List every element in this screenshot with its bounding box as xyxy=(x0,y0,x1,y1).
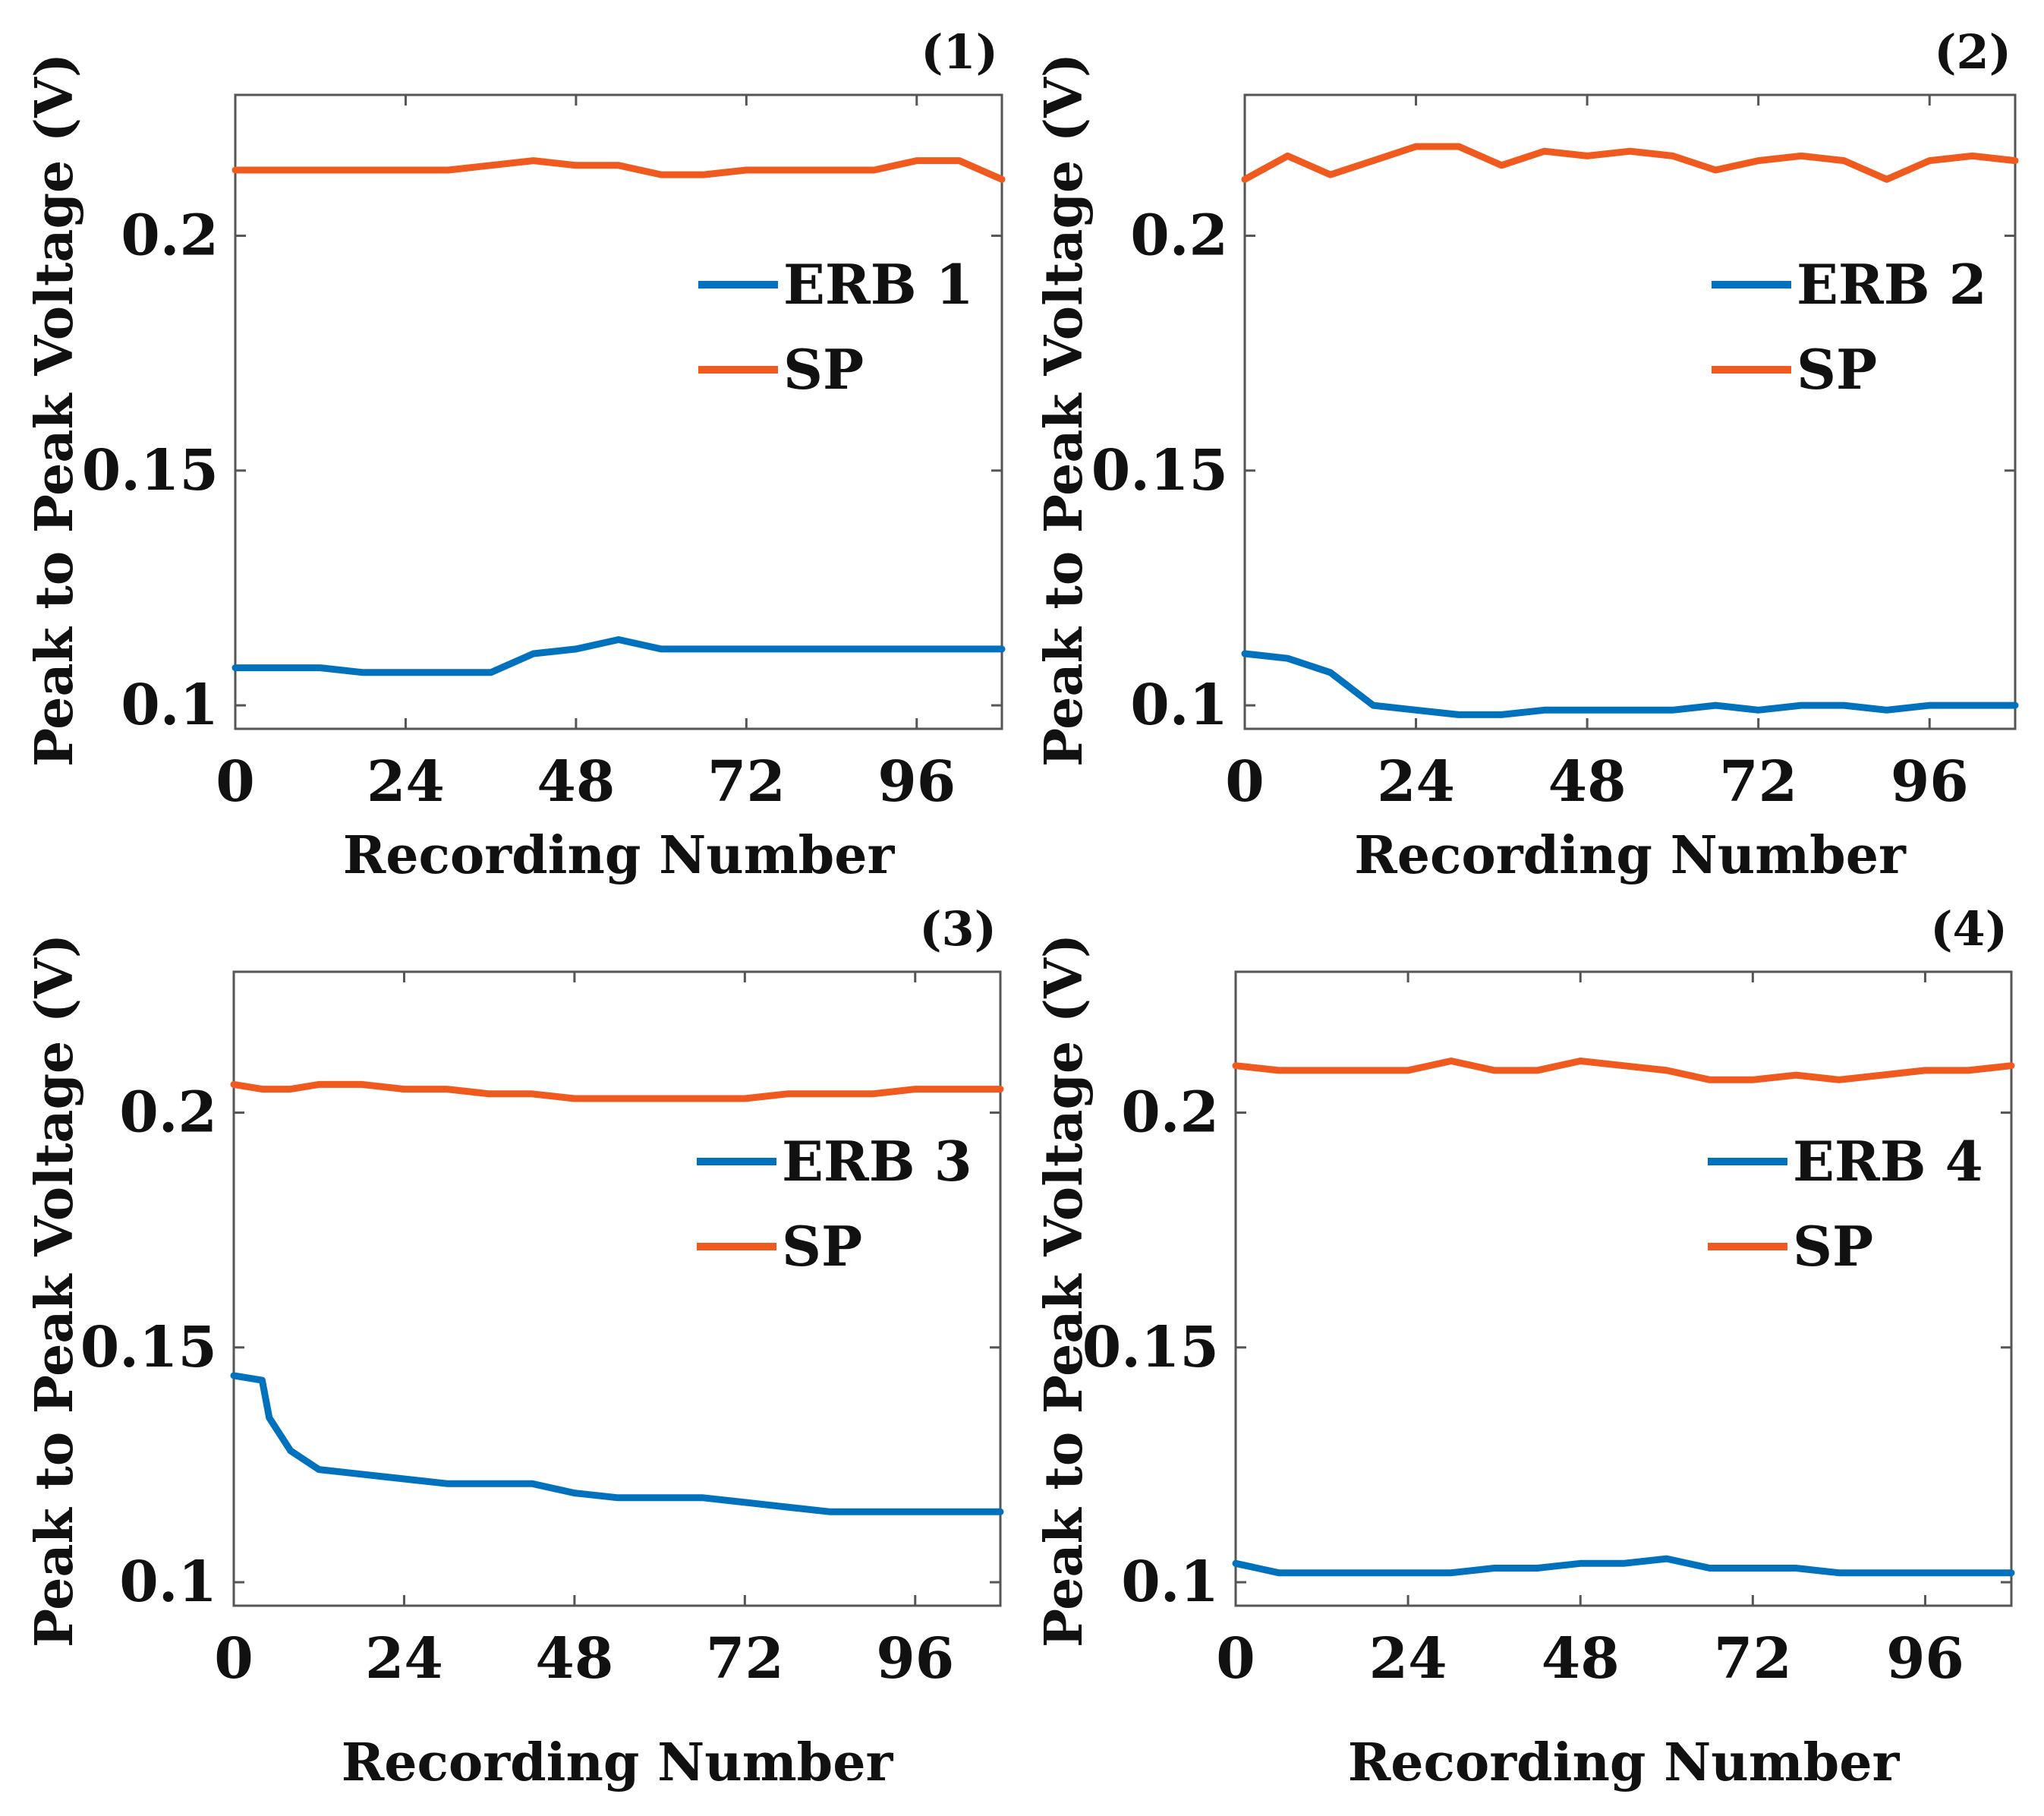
x-tick-label: 96 xyxy=(877,749,956,815)
y-tick-label: 0.2 xyxy=(121,203,219,269)
x-tick-label: 72 xyxy=(1714,1626,1792,1691)
x-tick-label: 24 xyxy=(365,1626,443,1691)
legend-label: SP xyxy=(1793,1214,1873,1278)
y-tick-label: 0.2 xyxy=(119,1080,217,1146)
series-line-erb xyxy=(1241,650,2019,718)
x-axis-label: Recording Number xyxy=(343,825,896,886)
y-tick-label: 0.15 xyxy=(80,1315,217,1380)
series-line-sp xyxy=(1241,143,2019,183)
x-tick-label: 24 xyxy=(367,749,445,815)
y-axis-label: Peak to Peak Voltage (V) xyxy=(1034,53,1094,767)
series-line-sp xyxy=(231,157,1006,183)
x-tick-label: 72 xyxy=(707,749,786,815)
y-tick-label: 0.15 xyxy=(1091,438,1228,503)
x-tick-label: 72 xyxy=(706,1626,784,1691)
x-axis-label: Recording Number xyxy=(1354,825,1907,886)
y-tick-label: 0.2 xyxy=(1121,1080,1219,1146)
plot-area xyxy=(1243,93,2017,730)
y-tick-label: 0.2 xyxy=(1130,203,1228,269)
series-line-erb xyxy=(1232,1555,2015,1577)
y-tick-label: 0.1 xyxy=(1121,1550,1219,1615)
x-tick-label: 72 xyxy=(1719,749,1797,815)
y-axis-label: Peak to Peak Voltage (V) xyxy=(24,53,85,767)
legend-label: SP xyxy=(782,1214,862,1278)
legend-label: SP xyxy=(1797,337,1877,402)
series-line-erb xyxy=(231,636,1006,676)
y-tick-label: 0.1 xyxy=(121,673,219,738)
legend-label: ERB 1 xyxy=(783,252,974,317)
x-tick-label: 24 xyxy=(1369,1626,1447,1691)
y-tick-label: 0.15 xyxy=(1082,1315,1219,1380)
x-tick-label: 48 xyxy=(1542,1626,1620,1691)
chart-panel-3: 0 24 48 72 96 0.1 0.15 0.2 ERB 3 SP (3) Recording N… xyxy=(24,901,1004,1793)
plot-area xyxy=(234,93,1003,730)
y-tick-label: 0.1 xyxy=(119,1550,217,1615)
x-tick-label: 48 xyxy=(1548,749,1627,815)
x-tick-label: 96 xyxy=(876,1626,954,1691)
x-tick-label: 0 xyxy=(214,1626,254,1691)
x-tick-label: 48 xyxy=(537,749,615,815)
y-axis-label: Peak to Peak Voltage (V) xyxy=(24,934,85,1647)
x-axis-label: Recording Number xyxy=(342,1732,894,1793)
series-line-sp xyxy=(1232,1058,2015,1083)
series-line-erb xyxy=(230,1372,1004,1515)
y-tick-label: 0.15 xyxy=(82,438,219,503)
x-axis-label: Recording Number xyxy=(1348,1732,1901,1793)
x-tick-label: 24 xyxy=(1377,749,1455,815)
x-tick-label: 48 xyxy=(535,1626,613,1691)
x-tick-label: 96 xyxy=(1891,749,1969,815)
y-tick-label: 0.1 xyxy=(1130,673,1228,738)
panel-label: (1) xyxy=(921,24,998,80)
legend-label: SP xyxy=(783,337,864,402)
legend-label: ERB 3 xyxy=(782,1129,972,1193)
series-line-sp xyxy=(230,1080,1004,1102)
x-tick-label: 0 xyxy=(1225,749,1265,815)
chart-panel-2: 0 24 48 72 96 0.1 0.15 0.2 ERB 2 SP (2) Recording N… xyxy=(1034,24,2019,886)
chart-panel-4: 0 24 48 72 96 0.1 0.15 0.2 ERB 4 SP (4) Recording N… xyxy=(1034,901,2015,1793)
x-tick-label: 96 xyxy=(1886,1626,1964,1691)
panel-label: (4) xyxy=(1930,901,2008,957)
chart-panel-1: 0 24 48 72 96 0.1 0.15 0.2 ERB 1 SP (1) Recording N… xyxy=(24,24,1006,886)
legend-label: ERB 4 xyxy=(1793,1129,1983,1193)
legend-label: ERB 2 xyxy=(1797,252,1987,317)
x-tick-label: 0 xyxy=(216,749,255,815)
panel-label: (2) xyxy=(1934,24,2011,80)
panel-label: (3) xyxy=(919,901,997,957)
x-tick-label: 0 xyxy=(1216,1626,1255,1691)
y-axis-label: Peak to Peak Voltage (V) xyxy=(1034,934,1094,1647)
